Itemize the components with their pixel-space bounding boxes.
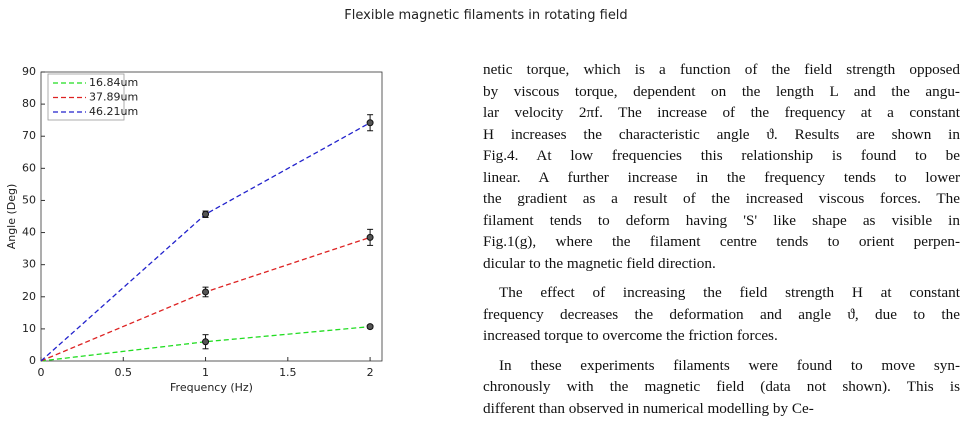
- page: {"header": {"title": "Flexible magnetic …: [5, 8, 960, 417]
- text-line: the gradient as a result of the increase…: [483, 190, 960, 207]
- text-line: netic torque, which is a function of the…: [483, 61, 960, 78]
- x-tick-label: 1.5: [279, 366, 297, 379]
- text-column: netic torque, which is a function of the…: [483, 59, 960, 427]
- x-axis-label: Frequency (Hz): [170, 381, 253, 394]
- marker: [202, 338, 210, 346]
- x-tick-label: 0: [38, 366, 45, 379]
- text-line: linear. A further increase in the freque…: [483, 168, 960, 186]
- page-title: Flexible magnetic filaments in rotating …: [344, 8, 628, 23]
- text-line: by viscous torque, dependent on the leng…: [483, 82, 960, 100]
- text-line: different than observed in numerical mod…: [483, 399, 814, 417]
- marker: [366, 323, 374, 331]
- paragraph: In these experiments filaments were foun…: [483, 355, 960, 420]
- x-tick-label: 1: [202, 366, 209, 379]
- y-tick-label: 40: [22, 226, 36, 239]
- text-line: increased torque to overcome the frictio…: [483, 327, 778, 344]
- y-tick-label: 10: [22, 322, 36, 335]
- text-line: Fig.4. At low frequencies this relations…: [483, 147, 960, 164]
- text-line: chronously with the magnetic field (data…: [483, 378, 960, 395]
- legend-label: 16.84um: [89, 76, 138, 89]
- text-line: In these experiments filaments were foun…: [499, 356, 960, 374]
- y-tick-label: 0: [29, 354, 36, 367]
- text-line: frequency decreases the deformation and …: [483, 305, 960, 323]
- plot-frame: [40, 71, 383, 362]
- legend-label: 46.21um: [89, 105, 138, 118]
- paragraph: The effect of increasing the field stren…: [483, 282, 960, 347]
- y-tick-label: 70: [22, 129, 36, 142]
- x-tick-label: 2: [367, 366, 374, 379]
- text-line: filament tends to deform having 'S' like…: [483, 211, 960, 229]
- text-line: lar velocity 2πf. The increase of the fr…: [483, 104, 960, 121]
- series-line: [40, 325, 371, 362]
- y-tick-label: 60: [22, 161, 36, 174]
- y-axis-label: Angle (Deg): [5, 184, 18, 250]
- x-tick-label: 0.5: [115, 366, 133, 379]
- text-line: The effect of increasing the field stren…: [499, 284, 960, 301]
- y-tick-label: 50: [22, 193, 36, 206]
- paragraph: netic torque, which is a function of the…: [483, 59, 960, 274]
- marker: [202, 210, 210, 218]
- text-line: dicular to the magnetic field direction.: [483, 254, 716, 272]
- text-line: Fig.1(g), where the filament centre tend…: [483, 233, 960, 250]
- text-line: H increases the characteristic angle ϑ. …: [483, 125, 960, 143]
- series-line: [40, 122, 371, 362]
- marker: [202, 288, 210, 296]
- marker: [366, 119, 374, 127]
- marker: [366, 233, 374, 241]
- y-tick-label: 30: [22, 258, 36, 271]
- y-tick-label: 20: [22, 290, 36, 303]
- legend-label: 37.89um: [89, 91, 138, 104]
- y-tick-label: 80: [22, 97, 36, 110]
- y-tick-label: 90: [22, 65, 36, 78]
